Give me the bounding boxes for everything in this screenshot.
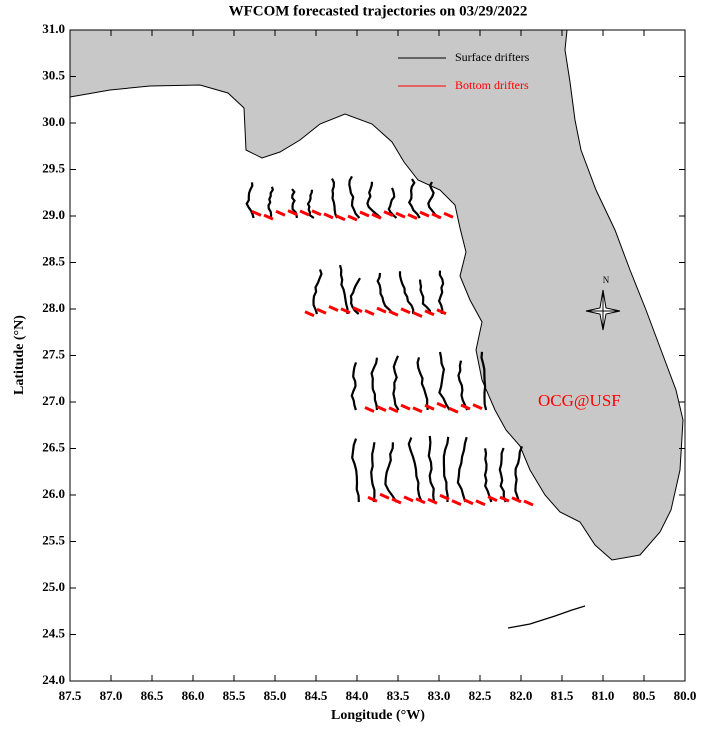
surface-track xyxy=(498,447,507,503)
surface-track xyxy=(398,271,415,315)
x-tick-label: 87.5 xyxy=(59,688,82,703)
surface-track xyxy=(456,436,468,503)
x-tick-label: 83.0 xyxy=(428,688,451,703)
x-tick-label: 83.5 xyxy=(387,688,410,703)
surface-track xyxy=(370,357,379,411)
x-tick-label: 81.5 xyxy=(551,688,574,703)
x-tick-label: 80.0 xyxy=(674,688,697,703)
surface-track xyxy=(483,448,493,503)
x-tick-label: 86.5 xyxy=(141,688,164,703)
y-tick-label: 27.0 xyxy=(42,393,65,408)
y-tick-label: 31.0 xyxy=(42,21,65,36)
surface-track xyxy=(514,445,524,503)
surface-track xyxy=(370,442,376,503)
x-tick-label: 86.0 xyxy=(182,688,205,703)
surface-track xyxy=(376,272,395,315)
surface-track xyxy=(442,436,450,503)
compass-label: N xyxy=(603,275,610,285)
keys xyxy=(507,605,586,629)
x-tick-label: 82.0 xyxy=(510,688,533,703)
y-axis-label: Latitude (°N) xyxy=(12,315,27,395)
surface-track xyxy=(407,178,421,219)
x-tick-label: 82.5 xyxy=(469,688,492,703)
surface-track xyxy=(427,435,436,503)
surface-track xyxy=(437,270,445,315)
x-tick-label: 81.0 xyxy=(592,688,615,703)
x-tick-label: 87.0 xyxy=(100,688,123,703)
annotation: OCG@USF xyxy=(538,391,621,410)
y-tick-label: 29.0 xyxy=(42,207,65,222)
surface-track xyxy=(416,357,429,411)
surface-track xyxy=(350,362,358,411)
surface-track xyxy=(457,360,469,411)
legend-label: Surface drifters xyxy=(455,50,530,64)
x-tick-label: 84.0 xyxy=(346,688,369,703)
chart-title: WFCOM forecasted trajectories on 03/29/2… xyxy=(229,3,528,19)
y-tick-label: 25.0 xyxy=(42,579,65,594)
surface-track xyxy=(387,187,398,219)
surface-track xyxy=(245,182,255,219)
surface-track xyxy=(312,269,323,315)
y-tick-label: 26.0 xyxy=(42,486,65,501)
surface-track xyxy=(351,438,360,503)
x-tick-label: 85.0 xyxy=(264,688,287,703)
y-tick-label: 24.0 xyxy=(42,672,65,687)
surface-track xyxy=(338,264,349,315)
y-tick-label: 25.5 xyxy=(42,532,65,547)
compass xyxy=(585,289,621,331)
land xyxy=(69,29,684,561)
legend-label: Bottom drifters xyxy=(455,78,529,92)
x-tick-label: 84.5 xyxy=(305,688,328,703)
surface-track xyxy=(418,279,432,315)
surface-track xyxy=(438,351,451,411)
surface-track xyxy=(348,175,361,219)
surface-track xyxy=(427,181,440,219)
bottom-track xyxy=(251,209,454,222)
x-tick-label: 85.5 xyxy=(223,688,246,703)
trajectories xyxy=(245,175,534,507)
bottom-track xyxy=(304,305,447,318)
y-tick-label: 26.5 xyxy=(42,439,65,454)
bottom-track xyxy=(367,492,534,507)
y-tick-label: 27.5 xyxy=(42,346,65,361)
y-tick-label: 28.0 xyxy=(42,300,65,315)
surface-track xyxy=(407,437,423,503)
surface-track xyxy=(306,189,315,219)
x-tick-label: 80.5 xyxy=(633,688,656,703)
surface-track xyxy=(384,442,398,503)
surface-track xyxy=(392,355,400,411)
y-tick-label: 29.5 xyxy=(42,160,65,175)
surface-track xyxy=(267,186,274,219)
surface-track xyxy=(480,351,488,411)
y-tick-label: 30.5 xyxy=(42,67,65,82)
surface-track xyxy=(366,181,382,219)
surface-track xyxy=(331,178,339,219)
y-tick-label: 30.0 xyxy=(42,114,65,129)
bottom-track xyxy=(364,401,483,414)
y-tick-label: 28.5 xyxy=(42,253,65,268)
x-axis-label: Longitude (°W) xyxy=(331,708,425,723)
y-tick-label: 24.5 xyxy=(42,625,65,640)
